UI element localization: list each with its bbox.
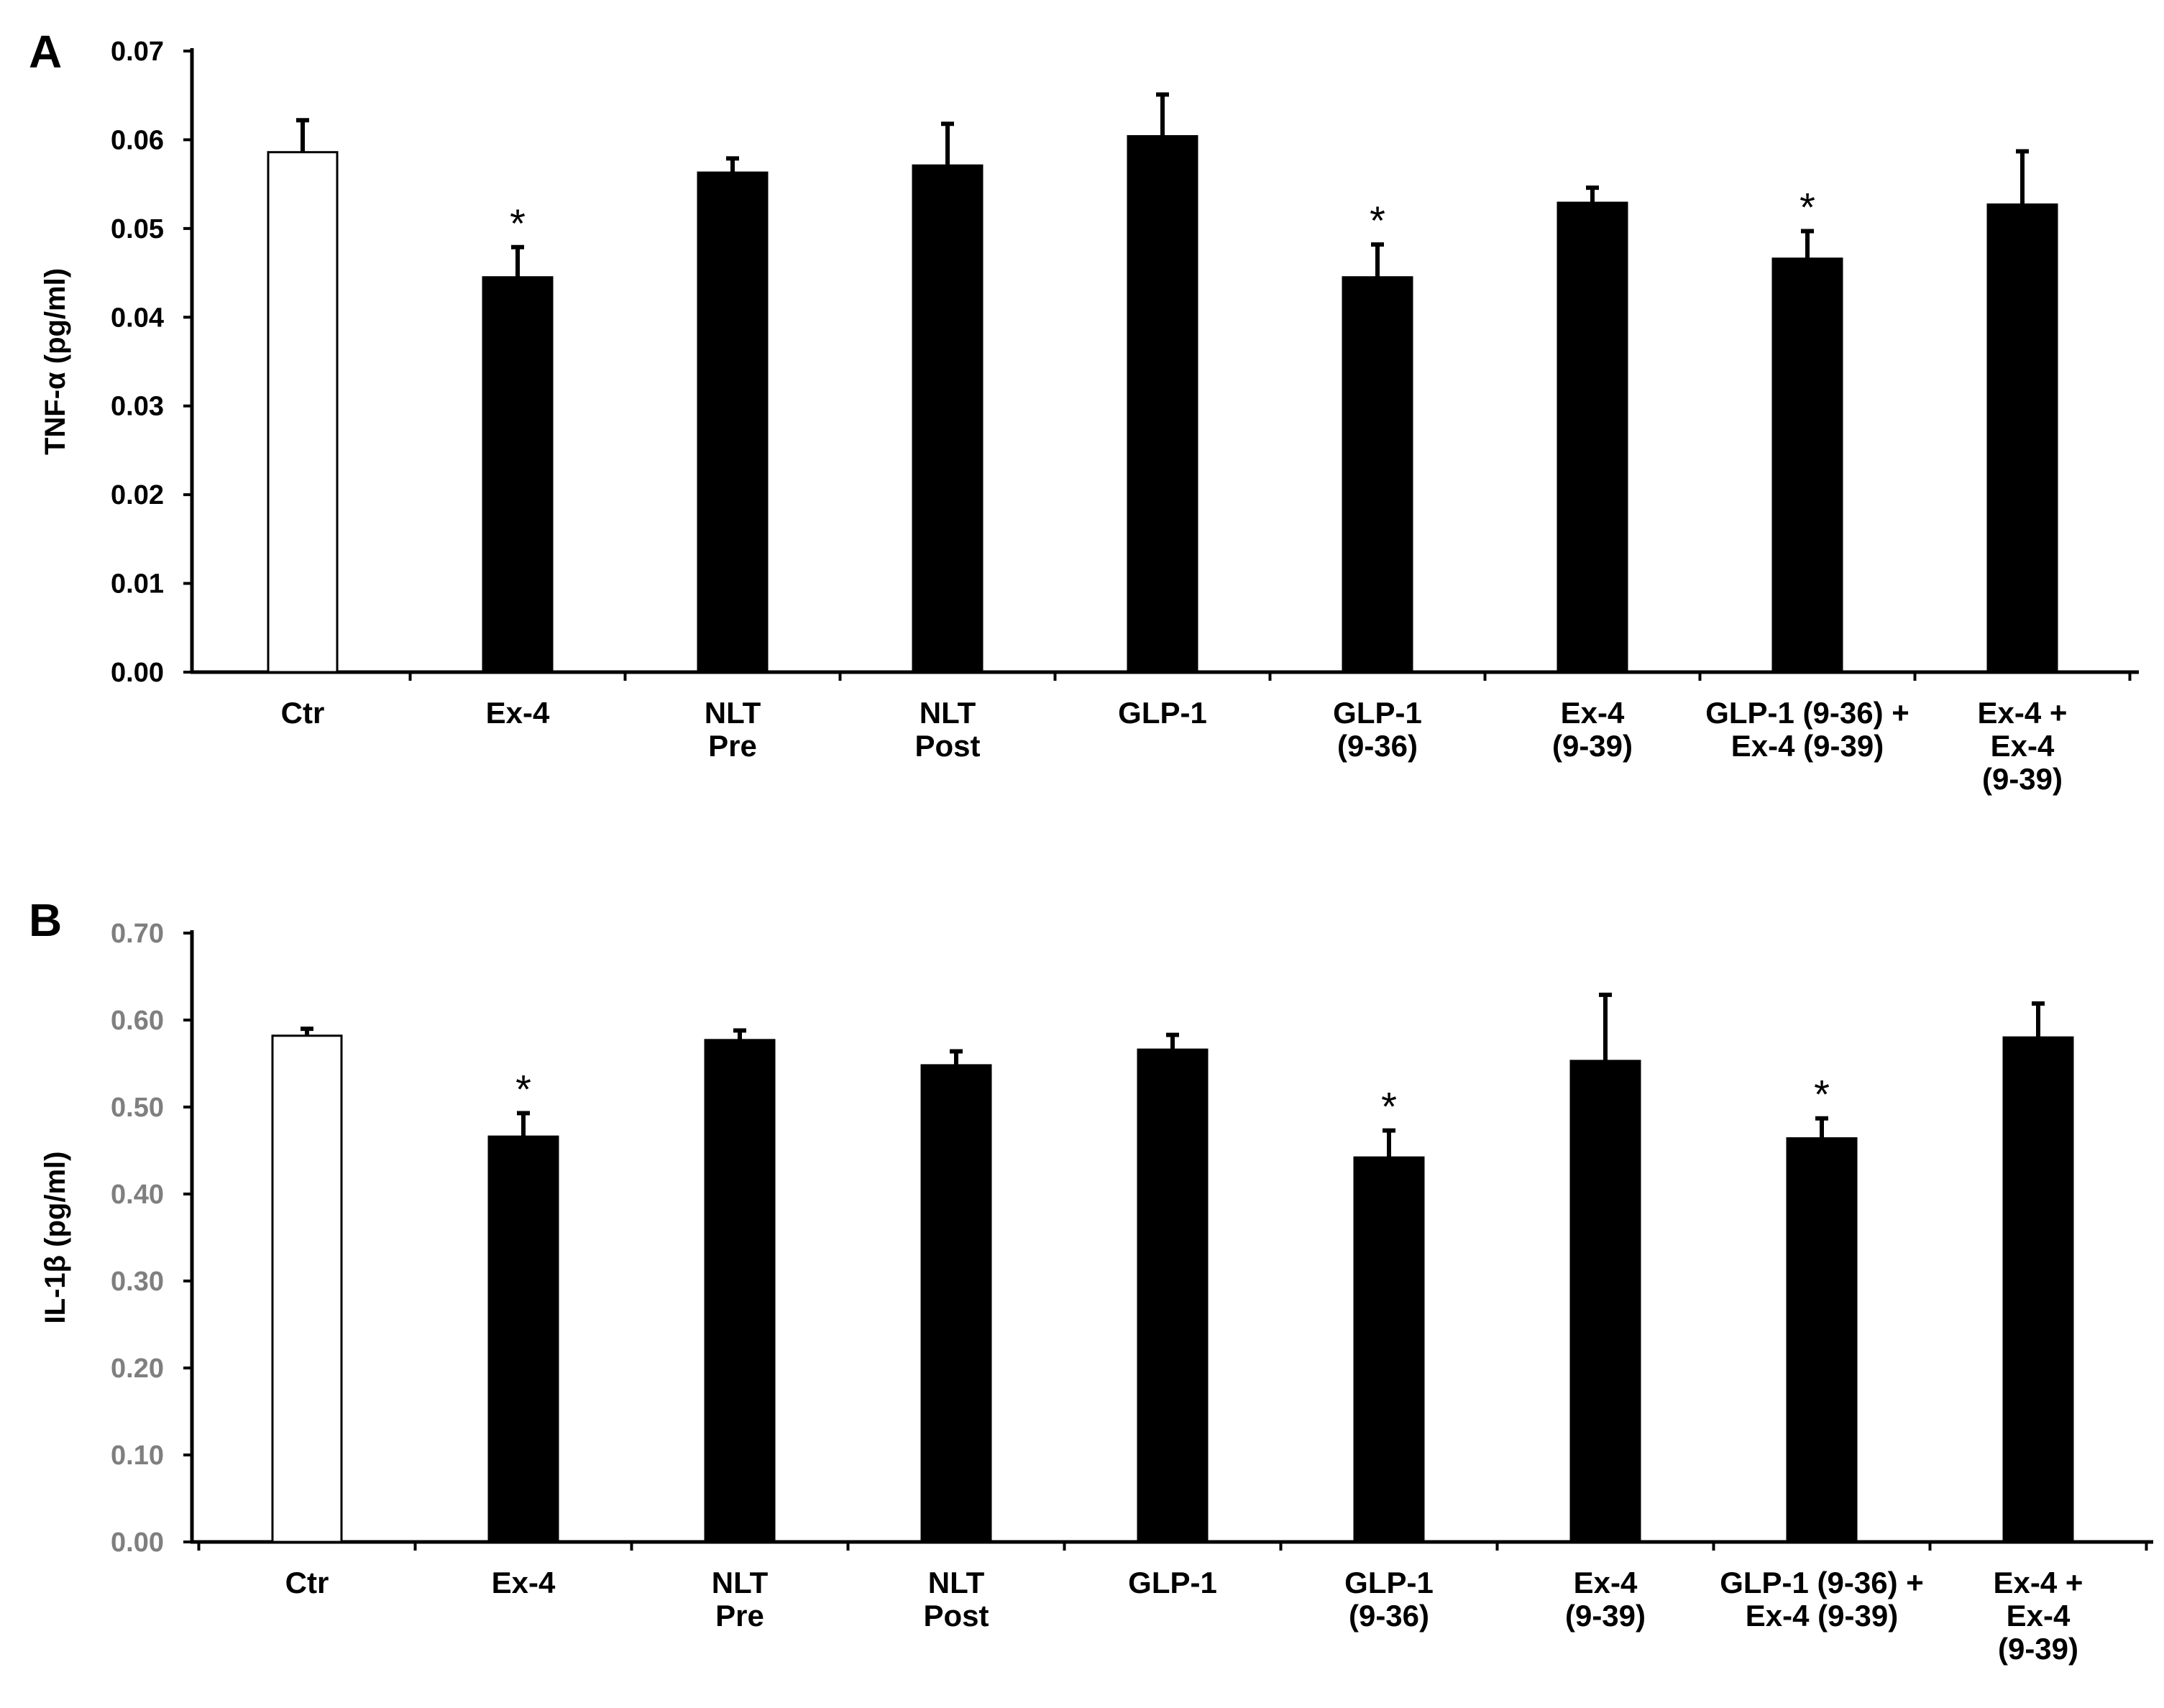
bar — [487, 1135, 559, 1543]
x-tick-label: NLT — [920, 696, 976, 730]
x-tick-label: Pre — [715, 1599, 764, 1633]
significance-marker: * — [510, 201, 526, 246]
x-tick-label: (9-36) — [1337, 729, 1418, 763]
x-tick-label: GLP-1 (9-36) + — [1720, 1566, 1924, 1599]
x-tick-label: (9-39) — [1982, 762, 2063, 796]
x-tick-label: GLP-1 (9-36) + — [1705, 696, 1909, 730]
x-tick-label: (9-39) — [1565, 1599, 1646, 1633]
x-tick-label: GLP-1 — [1128, 1566, 1217, 1599]
y-tick-label: 0.00 — [111, 1528, 164, 1558]
x-tick-label: Pre — [708, 729, 757, 763]
significance-marker: * — [1814, 1072, 1830, 1117]
x-tick-label: Ex-4 + — [1978, 696, 2068, 730]
y-tick-label: 0.01 — [111, 569, 164, 600]
y-tick-label: 0.02 — [111, 480, 164, 510]
y-tick-label: 0.50 — [111, 1093, 164, 1123]
bar — [1569, 1060, 1641, 1543]
panel-a: A TNF-α (pg/ml) 0.00 0.01 0.02 0.03 0.04 0.05 0.… — [29, 26, 2139, 796]
y-tick-label: 0.03 — [111, 392, 164, 422]
x-tick-label: GLP-1 — [1344, 1566, 1434, 1599]
y-tick-label: 0.60 — [111, 1006, 164, 1036]
bar — [1137, 1048, 1209, 1543]
y-tick-label: 0.30 — [111, 1267, 164, 1297]
bar — [1556, 201, 1628, 674]
x-tick-label: Ex-4 — [1991, 729, 2055, 763]
significance-marker: * — [1381, 1084, 1397, 1129]
significance-marker: * — [515, 1066, 531, 1111]
x-tick-label: Ex-4 — [2007, 1599, 2071, 1633]
x-tick-label: Ex-4 (9-39) — [1746, 1599, 1898, 1633]
x-tick-label: NLT — [705, 696, 761, 730]
bar — [1127, 134, 1198, 674]
y-tick-label: 0.10 — [111, 1441, 164, 1471]
x-tick-label: Ctr — [285, 1566, 329, 1599]
x-tick-label: Ctr — [281, 696, 325, 730]
bar — [1786, 1137, 1858, 1543]
y-tick-label: 0.05 — [111, 214, 164, 244]
x-tick-label: GLP-1 — [1118, 696, 1207, 730]
x-tick-label: Ex-4 — [492, 1566, 556, 1599]
y-axis-title: IL-1β (pg/ml) — [40, 1152, 71, 1324]
panel-label: B — [29, 894, 62, 946]
x-tick-label: Ex-4 + — [1994, 1566, 2083, 1599]
x-tick-label: Post — [923, 1599, 989, 1633]
significance-marker: * — [1370, 198, 1385, 243]
x-tick-label: (9-39) — [1552, 729, 1633, 763]
significance-marker: * — [1799, 185, 1815, 230]
x-tick-label: Ex-4 — [1574, 1566, 1638, 1599]
bar — [2002, 1036, 2074, 1543]
y-tick-label: 0.70 — [111, 919, 164, 949]
x-tick-label: NLT — [928, 1566, 985, 1599]
bar — [912, 164, 984, 674]
x-tick-label: (9-36) — [1349, 1599, 1429, 1633]
bar — [1353, 1156, 1425, 1543]
bar — [1342, 276, 1413, 674]
bar — [267, 151, 339, 674]
x-tick-label: Ex-4 — [1561, 696, 1625, 730]
bar — [1771, 257, 1843, 674]
bar — [697, 171, 769, 674]
x-tick-label: GLP-1 — [1333, 696, 1422, 730]
x-tick-label: (9-39) — [1998, 1632, 2078, 1666]
x-tick-label: Ex-4 — [486, 696, 550, 730]
bar — [920, 1064, 992, 1543]
x-tick-label: Post — [914, 729, 980, 763]
y-tick-label: 0.20 — [111, 1354, 164, 1384]
y-tick-label: 0.40 — [111, 1180, 164, 1210]
x-tick-label: NLT — [712, 1566, 769, 1599]
y-axis-title: TNF-α (pg/ml) — [40, 268, 71, 455]
bar — [271, 1034, 343, 1543]
y-tick-label: 0.07 — [111, 37, 164, 67]
y-tick-label: 0.00 — [111, 658, 164, 688]
bar — [1986, 203, 2058, 674]
y-tick-label: 0.04 — [111, 303, 164, 333]
y-tick-label: 0.06 — [111, 125, 164, 155]
bar — [704, 1039, 776, 1543]
panel-b: B IL-1β (pg/ml) 0.00 0.10 0.20 0.30 0.40 0.50 0.… — [29, 894, 2153, 1666]
x-tick-label: Ex-4 (9-39) — [1731, 729, 1884, 763]
panel-label: A — [29, 26, 62, 78]
bar — [482, 276, 554, 674]
